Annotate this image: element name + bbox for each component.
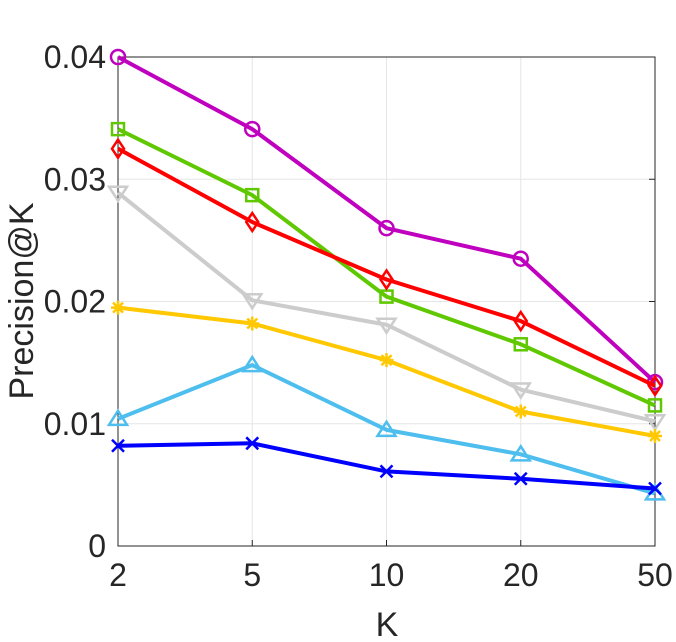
data-point-circle <box>109 48 127 66</box>
data-point-asterisk <box>648 428 662 443</box>
data-point-x <box>513 471 528 486</box>
x-tick-label: 50 <box>637 557 673 593</box>
data-point-square <box>245 187 260 203</box>
data-point-triangle-down <box>375 317 398 336</box>
data-point-x <box>648 481 662 496</box>
y-tick-label: 0.04 <box>44 39 106 75</box>
series-2 <box>110 137 663 398</box>
data-point-triangle-up <box>509 444 533 462</box>
y-tick-label: 0 <box>88 528 106 564</box>
data-point-square <box>647 398 663 413</box>
data-point-triangle-down <box>509 382 533 400</box>
data-point-triangle-up <box>106 408 130 427</box>
data-point-diamond <box>244 210 260 234</box>
data-point-square <box>110 121 126 137</box>
series-6 <box>111 436 662 496</box>
data-point-asterisk <box>111 300 125 315</box>
data-point-triangle-up <box>375 419 398 438</box>
series-0 <box>109 48 664 391</box>
series-line <box>117 363 656 496</box>
data-point-triangle-down <box>106 185 130 204</box>
data-point-diamond <box>110 137 126 160</box>
y-tick-label: 0.03 <box>44 161 106 197</box>
data-point-x <box>245 436 260 451</box>
data-point-x <box>379 464 394 479</box>
x-axis-label: K <box>376 606 399 642</box>
data-point-square <box>513 337 528 352</box>
x-tick-label: 10 <box>369 557 405 593</box>
data-point-circle <box>244 120 261 138</box>
data-point-circle <box>378 219 395 237</box>
x-tick-label: 2 <box>109 557 127 593</box>
x-tick-label: 5 <box>243 557 261 593</box>
data-point-diamond <box>647 374 663 398</box>
series-3 <box>106 185 667 432</box>
data-point-asterisk <box>379 353 394 368</box>
x-tick-label: 20 <box>503 557 539 593</box>
data-point-x <box>111 438 125 453</box>
tick-labels: 2 5 10 20 50 0 0.01 0.02 0.03 0.04 <box>44 39 673 593</box>
y-axis-label: Precision@K <box>3 202 41 399</box>
data-point-diamond <box>378 268 395 291</box>
data-point-asterisk <box>513 404 528 419</box>
series-5 <box>106 354 667 501</box>
data-point-asterisk <box>245 316 260 331</box>
series-line <box>117 55 657 384</box>
series-line <box>116 191 656 424</box>
data-point-circle <box>512 250 529 267</box>
series-4 <box>111 300 662 443</box>
data-point-triangle-down <box>240 293 264 311</box>
data-point-diamond <box>513 309 529 333</box>
series-line <box>117 146 656 388</box>
series-group <box>106 48 667 501</box>
y-tick-label: 0.01 <box>44 406 106 442</box>
data-point-triangle-down <box>643 414 667 432</box>
series-line <box>117 127 656 408</box>
y-tick-label: 0.02 <box>44 284 106 320</box>
data-point-triangle-up <box>240 354 264 373</box>
